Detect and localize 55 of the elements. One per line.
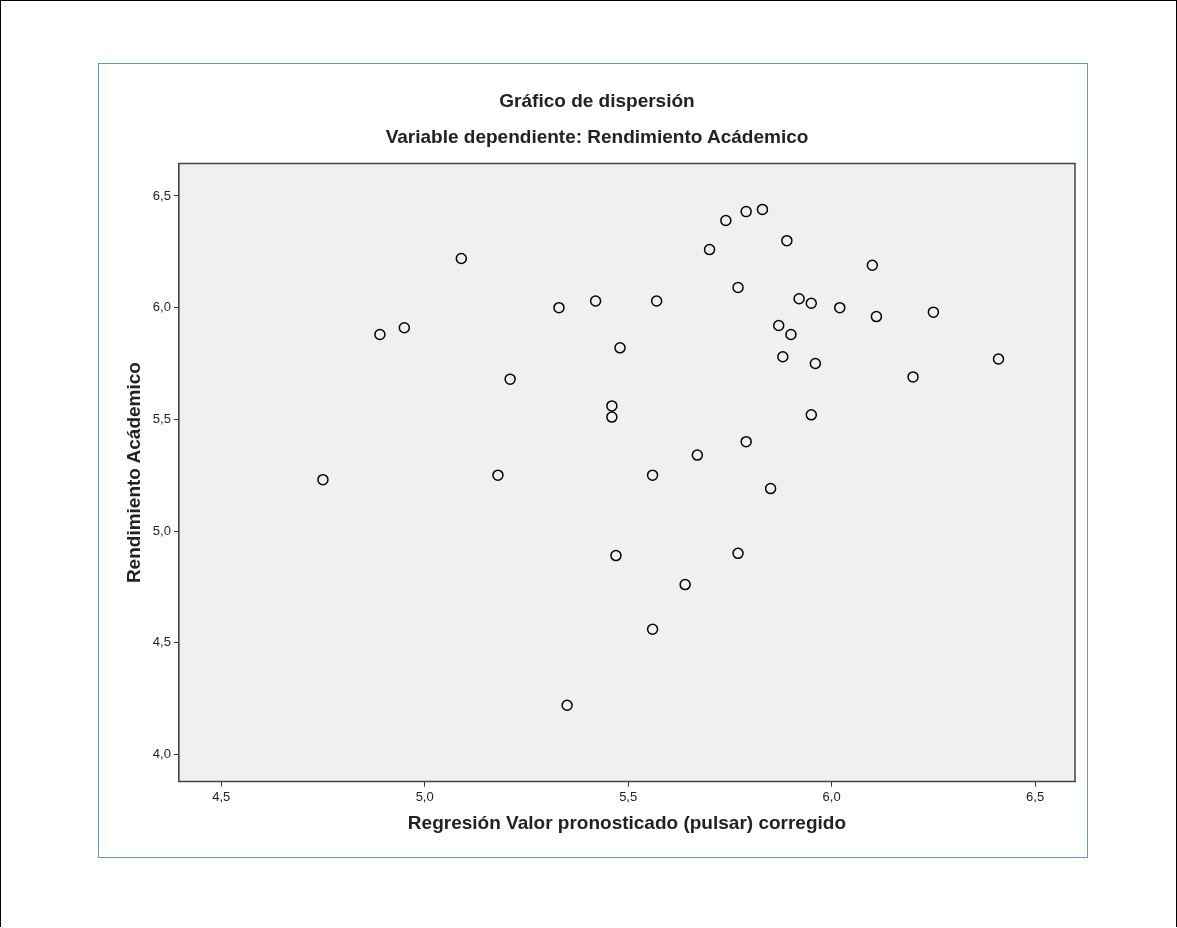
point <box>866 259 879 271</box>
point <box>646 469 659 481</box>
y-tick-label: 4,5 <box>152 634 171 650</box>
chart-subtitle: Variable dependiente: Rendimiento Acádemico <box>385 126 809 148</box>
point <box>740 205 752 218</box>
point <box>907 371 919 383</box>
point <box>740 435 752 448</box>
y-tick-label: 6,0 <box>152 299 171 315</box>
point <box>455 252 468 265</box>
point <box>781 234 793 247</box>
point <box>610 549 622 562</box>
x-tick-label: 6,5 <box>1026 788 1045 804</box>
point <box>992 353 1005 365</box>
point <box>805 409 818 421</box>
point <box>614 342 626 354</box>
point <box>834 301 846 314</box>
point <box>553 301 565 314</box>
point <box>374 328 386 341</box>
point <box>756 203 769 216</box>
point <box>870 310 883 323</box>
point <box>785 328 797 341</box>
y-tick-label: 5,5 <box>152 410 171 426</box>
point <box>606 411 618 423</box>
point <box>703 243 716 256</box>
point <box>317 473 329 486</box>
point <box>772 319 785 332</box>
point <box>561 699 573 711</box>
point <box>646 623 659 636</box>
y-tick-label: 4,0 <box>152 745 171 761</box>
point <box>764 482 777 495</box>
point <box>398 322 411 334</box>
chart-title: Gráfico de dispersión <box>499 89 695 111</box>
point <box>793 292 805 305</box>
point <box>691 449 704 461</box>
y-tick-label: 5,0 <box>152 522 171 538</box>
point <box>720 214 732 227</box>
x-tick-label: 5,5 <box>619 788 638 804</box>
x-tick-label: 4,5 <box>212 788 231 804</box>
y-axis-title: Rendimiento Acádemico <box>122 362 144 584</box>
point <box>679 578 691 591</box>
x-tick-label: 5,0 <box>415 788 434 804</box>
point <box>492 469 504 481</box>
y-tick-label: 6,5 <box>152 187 171 203</box>
point <box>606 400 618 412</box>
x-axis-title: Regresión Valor pronosticado (pulsar) corregido <box>407 811 847 833</box>
point <box>927 306 940 318</box>
point <box>504 373 516 385</box>
point <box>732 547 744 560</box>
point <box>589 295 602 307</box>
point <box>777 351 789 363</box>
point <box>809 357 822 370</box>
point <box>732 281 744 294</box>
point <box>805 297 818 309</box>
x-tick-label: 6,0 <box>822 788 841 804</box>
point <box>650 295 663 307</box>
